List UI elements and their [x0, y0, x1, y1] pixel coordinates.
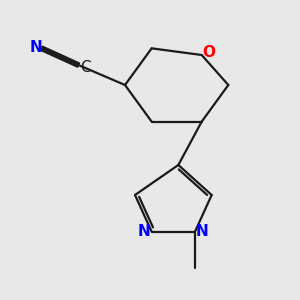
Text: N: N: [138, 224, 151, 239]
Text: N: N: [29, 40, 42, 55]
Text: C: C: [80, 60, 91, 75]
Text: O: O: [202, 45, 215, 60]
Text: N: N: [196, 224, 209, 239]
